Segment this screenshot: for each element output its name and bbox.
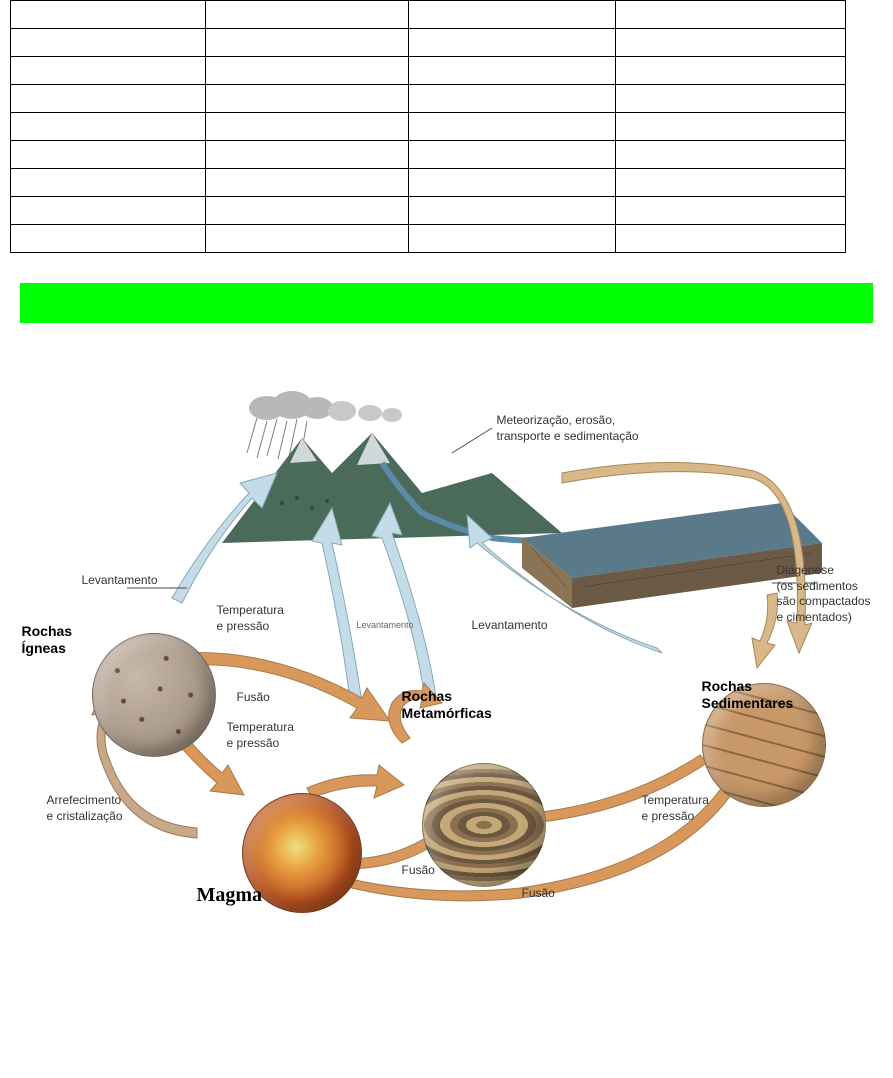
text: Levantamento [472, 618, 548, 632]
text: RochasSedimentares [702, 678, 794, 711]
text: Fusão [237, 690, 270, 704]
table-row [11, 113, 846, 141]
table-row [11, 197, 846, 225]
table-row [11, 225, 846, 253]
igneous-rock-node [92, 633, 216, 757]
mountain-icon [222, 433, 582, 543]
text: Meteorização, erosão,transporte e sedime… [497, 413, 639, 443]
table-cell [206, 141, 409, 169]
data-table [10, 0, 846, 253]
table-cell [206, 29, 409, 57]
table-cell [409, 141, 616, 169]
table-cell [616, 85, 846, 113]
table-cell [11, 169, 206, 197]
text: Levantamento [82, 573, 158, 587]
diagenesis-label: Diagénese(os sedimentossão compactadose … [777, 563, 871, 625]
table-cell [409, 169, 616, 197]
uplift-arrows [172, 473, 662, 703]
text: Fusão [522, 886, 555, 900]
table-cell [409, 85, 616, 113]
table-cell [616, 57, 846, 85]
table-row [11, 85, 846, 113]
temp-pressure-label-2: Temperaturae pressão [227, 720, 294, 751]
text: Temperaturae pressão [217, 603, 284, 633]
sedimentary-rock-label: RochasSedimentares [702, 678, 794, 712]
metamorphic-rock-label: RochasMetamórficas [402, 688, 492, 722]
table-cell [206, 169, 409, 197]
text: Temperaturae pressão [227, 720, 294, 750]
text: Temperaturae pressão [642, 793, 709, 823]
uplift-label-left: Levantamento [82, 573, 158, 589]
igneous-rock-label: RochasÍgneas [22, 623, 73, 657]
table-cell [11, 141, 206, 169]
table-cell [11, 85, 206, 113]
fusion-label-1: Fusão [237, 690, 270, 706]
table-cell [11, 29, 206, 57]
table-row [11, 1, 846, 29]
rock-cycle-diagram: RochasÍgneas Magma RochasMetamórficas Ro… [22, 343, 872, 903]
table-cell [11, 113, 206, 141]
metamorphic-rock-node [422, 763, 546, 887]
table-cell [616, 1, 846, 29]
text: Diagénese(os sedimentossão compactadose … [777, 563, 871, 624]
table-cell [206, 197, 409, 225]
uplift-label-small: Levantamento [357, 620, 414, 630]
table-cell [11, 57, 206, 85]
table-cell [11, 225, 206, 253]
table-row [11, 29, 846, 57]
text: Levantamento [357, 620, 414, 630]
cooling-label: Arrefecimentoe cristalização [47, 793, 123, 824]
table-cell [409, 225, 616, 253]
table-cell [11, 1, 206, 29]
table-cell [616, 113, 846, 141]
text: RochasÍgneas [22, 623, 73, 656]
table-cell [206, 85, 409, 113]
fusion-label-3: Fusão [522, 886, 555, 902]
temp-pressure-label-3: Temperaturae pressão [642, 793, 709, 824]
text: RochasMetamórficas [402, 688, 492, 721]
table-cell [11, 197, 206, 225]
table-cell [616, 141, 846, 169]
table-cell [206, 113, 409, 141]
text: Magma [197, 884, 263, 906]
uplift-label-mid: Levantamento [472, 618, 548, 634]
table-cell [409, 1, 616, 29]
table-cell [616, 29, 846, 57]
fusion-label-2: Fusão [402, 863, 435, 879]
table-row [11, 169, 846, 197]
table-cell [409, 29, 616, 57]
table-row [11, 57, 846, 85]
table-cell [206, 57, 409, 85]
temp-pressure-label-1: Temperaturae pressão [217, 603, 284, 634]
section-divider-bar [20, 283, 873, 323]
table-cell [616, 197, 846, 225]
table-row [11, 141, 846, 169]
text: Fusão [402, 863, 435, 877]
table-cell [206, 225, 409, 253]
table-cell [409, 197, 616, 225]
table-cell [616, 225, 846, 253]
table-cell [616, 169, 846, 197]
table-cell [409, 113, 616, 141]
table-cell [409, 57, 616, 85]
weathering-label: Meteorização, erosão,transporte e sedime… [497, 413, 639, 444]
table-cell [206, 1, 409, 29]
clouds-icon [247, 391, 402, 461]
text: Arrefecimentoe cristalização [47, 793, 123, 823]
magma-label: Magma [197, 883, 263, 907]
